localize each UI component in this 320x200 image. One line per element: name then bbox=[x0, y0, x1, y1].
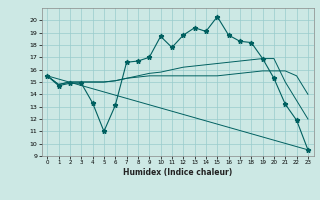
X-axis label: Humidex (Indice chaleur): Humidex (Indice chaleur) bbox=[123, 168, 232, 177]
